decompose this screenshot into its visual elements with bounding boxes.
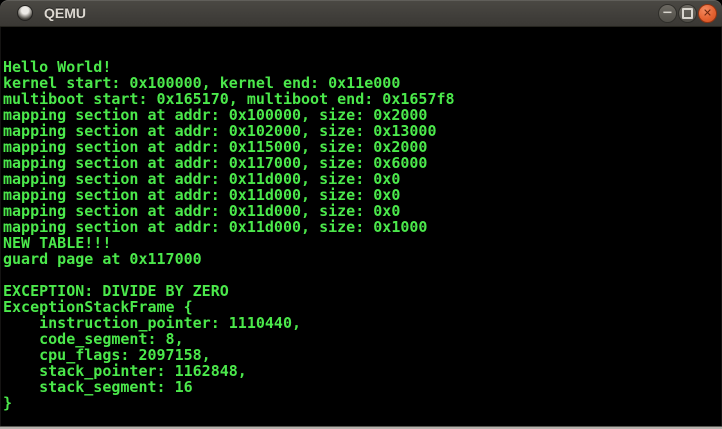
terminal-line: } xyxy=(3,394,13,412)
terminal-line: mapping section at addr: 0x11d000, size:… xyxy=(3,186,401,204)
terminal-line: cpu_flags: 2097158, xyxy=(3,346,211,364)
terminal-line: mapping section at addr: 0x102000, size:… xyxy=(3,122,437,140)
terminal-line: mapping section at addr: 0x117000, size:… xyxy=(3,154,428,172)
terminal-line: mapping section at addr: 0x100000, size:… xyxy=(3,106,428,124)
terminal-line: mapping section at addr: 0x11d000, size:… xyxy=(3,218,428,236)
close-icon: ✕ xyxy=(702,6,713,19)
close-button[interactable]: ✕ xyxy=(698,3,717,23)
terminal-line: mapping section at addr: 0x11d000, size:… xyxy=(3,170,401,188)
minimize-button[interactable]: − xyxy=(658,3,677,23)
terminal-line: stack_segment: 16 xyxy=(3,378,193,396)
qemu-window-icon xyxy=(17,5,33,21)
titlebar[interactable]: QEMU − ✕ xyxy=(0,0,722,27)
terminal-line: Hello World! xyxy=(3,58,112,76)
maximize-icon xyxy=(682,7,693,19)
terminal-line: code_segment: 8, xyxy=(3,330,184,348)
terminal-line: kernel start: 0x100000, kernel end: 0x11… xyxy=(3,74,401,92)
terminal-line: guard page at 0x117000 xyxy=(3,250,202,268)
window-bottom-border xyxy=(0,426,722,429)
terminal-line: multiboot start: 0x165170, multiboot end… xyxy=(3,90,455,108)
terminal-line: ExceptionStackFrame { xyxy=(3,298,193,316)
maximize-button[interactable] xyxy=(678,3,697,23)
terminal-output: Hello World! kernel start: 0x100000, kern… xyxy=(3,59,721,411)
terminal-line: stack_pointer: 1162848, xyxy=(3,362,247,380)
terminal-line: EXCEPTION: DIVIDE BY ZERO xyxy=(3,282,229,300)
terminal-screen[interactable]: Hello World! kernel start: 0x100000, kern… xyxy=(0,27,722,426)
terminal-line: instruction_pointer: 1110440, xyxy=(3,314,302,332)
terminal-line: NEW TABLE!!! xyxy=(3,234,112,252)
window-controls: − ✕ xyxy=(657,3,717,23)
window-title: QEMU xyxy=(44,5,86,21)
terminal-line: mapping section at addr: 0x11d000, size:… xyxy=(3,202,401,220)
terminal-line: mapping section at addr: 0x115000, size:… xyxy=(3,138,428,156)
terminal-line xyxy=(3,267,721,283)
minimize-icon: − xyxy=(662,5,673,20)
